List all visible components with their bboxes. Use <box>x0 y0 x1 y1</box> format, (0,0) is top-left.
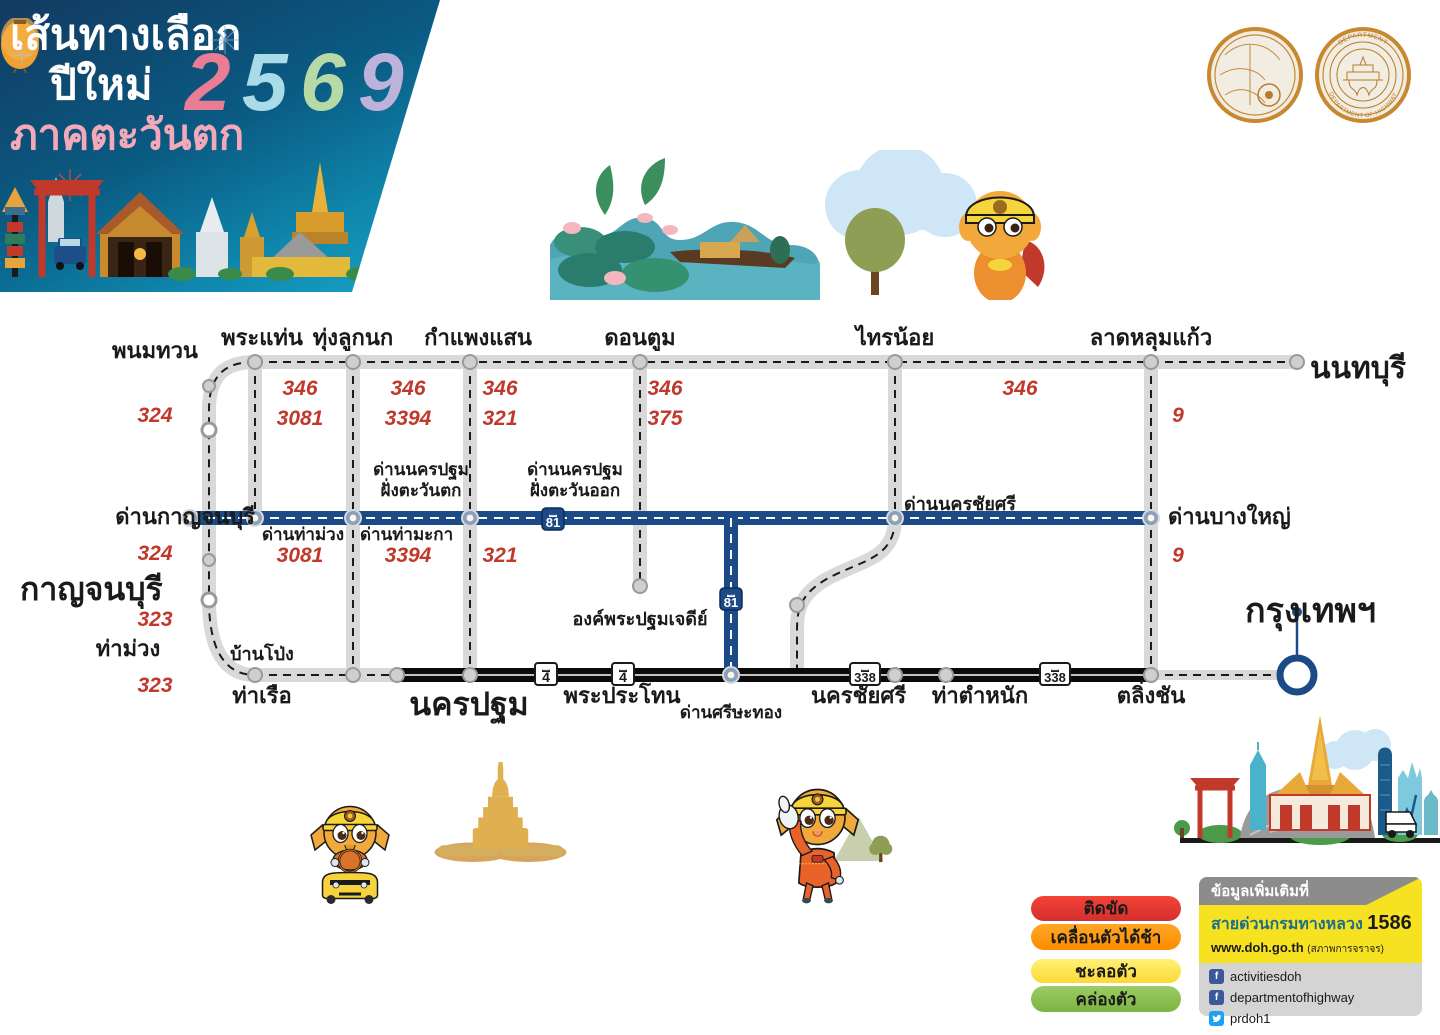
svg-text:ฝั่งตะวันตก: ฝั่งตะวันตก <box>381 478 462 500</box>
svg-text:81: 81 <box>724 595 738 610</box>
svg-text:346: 346 <box>282 377 317 400</box>
svg-text:องค์พระปฐมเจดีย์: องค์พระปฐมเจดีย์ <box>573 608 708 631</box>
svg-text:324: 324 <box>137 404 172 427</box>
svg-text:323: 323 <box>137 608 172 631</box>
svg-text:บ้านโป่ง: บ้านโป่ง <box>230 643 294 664</box>
svg-text:ด่านนครปฐม: ด่านนครปฐม <box>527 460 623 481</box>
svg-text:พระประโทน: พระประโทน <box>563 682 680 708</box>
svg-text:338: 338 <box>1044 670 1066 685</box>
svg-text:นครปฐม: นครปฐม <box>409 686 529 725</box>
svg-text:346: 346 <box>482 377 517 400</box>
svg-text:321: 321 <box>482 544 517 567</box>
svg-text:3394: 3394 <box>385 407 432 430</box>
svg-text:ดอนตูม: ดอนตูม <box>604 325 675 352</box>
svg-text:ท่าตำหนัก: ท่าตำหนัก <box>932 683 1028 708</box>
svg-text:ด่านท่าม่วง: ด่านท่าม่วง <box>262 525 344 544</box>
svg-text:ฝั่งตะวันออก: ฝั่งตะวันออก <box>530 478 620 500</box>
svg-text:พระแท่น: พระแท่น <box>221 325 303 350</box>
svg-text:ท่าม่วง: ท่าม่วง <box>96 636 160 661</box>
svg-text:324: 324 <box>137 542 172 565</box>
svg-text:4: 4 <box>542 669 550 685</box>
svg-text:กรุงเทพฯ: กรุงเทพฯ <box>1245 592 1376 632</box>
svg-text:346: 346 <box>647 377 682 400</box>
svg-text:ตลิ่งชัน: ตลิ่งชัน <box>1117 679 1185 708</box>
svg-text:346: 346 <box>1002 377 1037 400</box>
svg-text:นครชัยศรี: นครชัยศรี <box>811 683 906 708</box>
svg-text:ท่าเรือ: ท่าเรือ <box>232 683 291 708</box>
svg-text:ลาดหลุมแก้ว: ลาดหลุมแก้ว <box>1090 325 1212 352</box>
svg-text:กำแพงแสน: กำแพงแสน <box>424 325 532 350</box>
svg-text:กาญจนบุรี: กาญจนบุรี <box>20 571 163 610</box>
svg-text:ด่านนครปฐม: ด่านนครปฐม <box>373 460 469 481</box>
svg-text:3081: 3081 <box>277 544 324 567</box>
svg-text:ด่านท่ามะกา: ด่านท่ามะกา <box>360 525 453 544</box>
svg-text:ด่านนครชัยศรี: ด่านนครชัยศรี <box>904 494 1016 514</box>
svg-text:ด่านบางใหญ่: ด่านบางใหญ่ <box>1168 503 1291 530</box>
svg-text:3081: 3081 <box>277 407 324 430</box>
svg-text:นนทบุรี: นนทบุรี <box>1310 352 1406 387</box>
svg-text:ด่านกาญจนบุรี: ด่านกาญจนบุรี <box>115 504 255 531</box>
svg-text:3394: 3394 <box>385 544 432 567</box>
svg-text:81: 81 <box>546 515 560 530</box>
svg-text:321: 321 <box>482 407 517 430</box>
svg-text:323: 323 <box>137 674 172 697</box>
svg-text:9: 9 <box>1172 544 1184 567</box>
svg-text:ไทรน้อย: ไทรน้อย <box>854 324 935 350</box>
svg-text:ทุ่งลูกนก: ทุ่งลูกนก <box>313 325 393 352</box>
svg-text:346: 346 <box>390 377 425 400</box>
svg-text:พนมทวน: พนมทวน <box>112 338 198 363</box>
svg-text:375: 375 <box>647 407 682 430</box>
svg-text:ด่านศรีษะทอง: ด่านศรีษะทอง <box>680 702 782 722</box>
svg-text:9: 9 <box>1172 404 1184 427</box>
